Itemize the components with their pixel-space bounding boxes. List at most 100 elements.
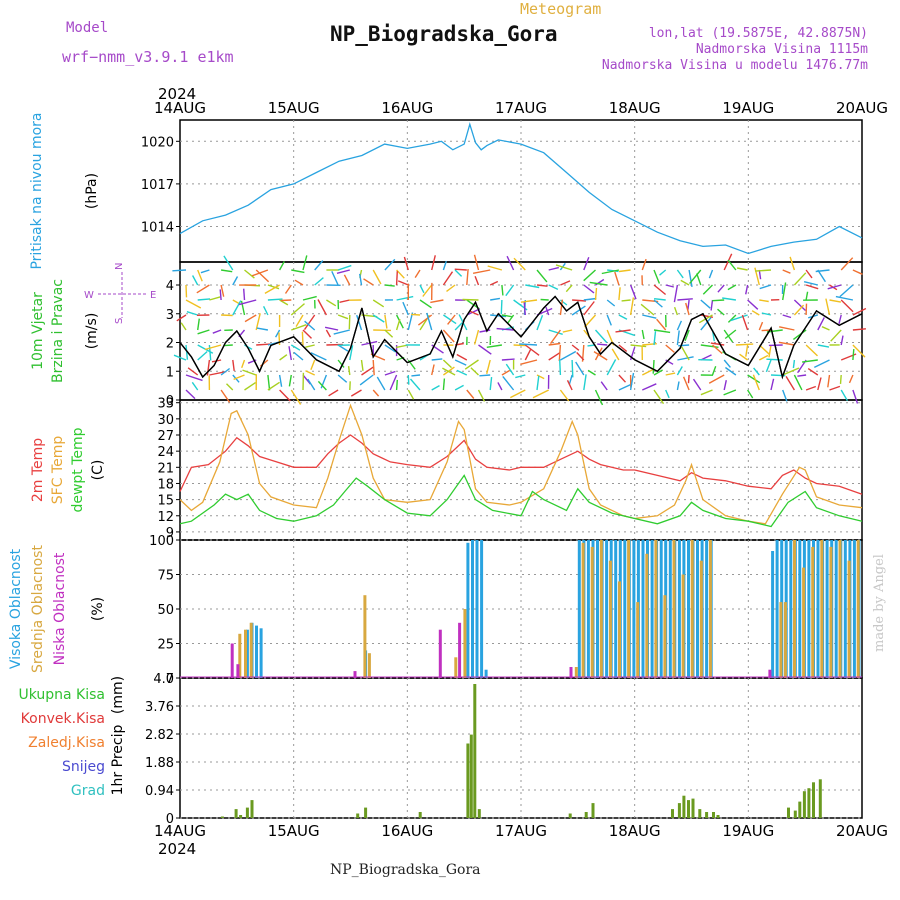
wind-arrow (755, 269, 772, 272)
wind-arrow (196, 284, 210, 294)
wind-arrow (305, 370, 315, 376)
bar-precipitation-0 (793, 810, 797, 818)
wind-arrow (676, 269, 684, 279)
wind-arrow (302, 255, 308, 271)
y-tick-label: 15 (157, 494, 174, 509)
bar-clouds-0 (623, 540, 627, 678)
y-tick-label: 0.94 (145, 784, 174, 799)
wind-arrow (629, 297, 635, 316)
wind-arrow (241, 359, 246, 369)
wind-arrow (519, 343, 538, 346)
wind-arrow (618, 269, 631, 273)
wind-arrow (232, 276, 239, 286)
precip-ylabel: 1hr Precip (110, 725, 126, 796)
wind-arrow (630, 344, 647, 348)
wind-arrow (337, 264, 352, 271)
wind-arrow (255, 313, 261, 331)
wind-arrow (402, 301, 409, 316)
wind-arrow (548, 284, 559, 291)
wind-arrow (500, 299, 503, 315)
wind-arrow (739, 353, 749, 361)
bar-clouds-0 (775, 540, 779, 678)
wind-arrow (267, 298, 283, 301)
bar-precipitation-0 (787, 807, 790, 818)
y-tick-label: 2 (166, 337, 174, 352)
wind-arrow (682, 376, 690, 391)
bar-precipitation-0 (473, 684, 477, 818)
wind-arrow (376, 376, 386, 391)
wind-arrow (197, 298, 211, 301)
wind-arrow (673, 306, 679, 316)
wind-arrow (852, 349, 855, 361)
wind-arrow (681, 346, 690, 361)
wind-arrow (486, 359, 491, 374)
wind-arrow (852, 344, 866, 358)
wind-arrow (469, 310, 479, 316)
x-tick-label-bottom: 17AUG (495, 822, 547, 840)
y-tick-label: 4 (166, 279, 174, 294)
x-tick-label-bottom: 20AUG (836, 822, 888, 840)
wind-arrow (805, 291, 809, 301)
wind-arrow (317, 380, 327, 391)
wind-arrow (758, 321, 764, 331)
wind-unit: (m/s) (84, 313, 100, 350)
wind-arrow (431, 364, 435, 376)
wind-arrow (727, 314, 737, 323)
bar-clouds-0 (614, 540, 618, 678)
wind-arrow (233, 374, 245, 381)
wind-arrow (565, 284, 573, 293)
wind-arrow (442, 271, 454, 286)
bar-clouds-1 (663, 595, 667, 678)
x-tick-label-bottom: 19AUG (722, 822, 774, 840)
bar-precipitation-0 (477, 809, 481, 818)
wind-arrow (606, 314, 612, 326)
wind-arrow (656, 318, 667, 331)
x-tick-label-bottom: 14AUG (154, 822, 206, 840)
wind-arrow (454, 268, 467, 271)
bar-precipitation-0 (466, 743, 470, 818)
wind-arrow (431, 358, 443, 361)
wind-arrow (723, 253, 733, 271)
bar-clouds-0 (255, 625, 258, 678)
wind-arrow (813, 359, 830, 369)
wind-arrow (180, 322, 187, 331)
wind-arrow (835, 295, 854, 301)
wind-arrow (395, 379, 398, 391)
wind-arrow (462, 298, 479, 301)
wind-arrow (397, 280, 409, 286)
y-tick-label: 21 (157, 461, 174, 476)
wind-arrow (641, 258, 647, 271)
x-tick-label-top: 14AUG (154, 99, 206, 117)
bar-clouds-1 (708, 540, 712, 678)
bar-precipitation-0 (712, 812, 715, 818)
wind-arrow (209, 296, 221, 301)
bar-clouds-0 (471, 540, 474, 678)
wind-arrow (540, 298, 549, 301)
wind-arrow (513, 257, 526, 271)
precip-legend-item: Zaledj.Kisa (28, 735, 105, 751)
wind-arrow (583, 257, 590, 271)
bar-clouds-0 (659, 540, 663, 678)
wind-arrow (337, 359, 345, 368)
wind-arrow (653, 284, 667, 296)
wind-arrow (501, 358, 515, 361)
wind-arrow (827, 284, 842, 290)
wind-arrow (562, 329, 573, 333)
wind-arrow (185, 389, 196, 400)
bar-clouds-0 (834, 540, 838, 678)
wind-arrow (219, 289, 222, 301)
wind-arrow (200, 269, 210, 274)
wind-arrow (456, 353, 468, 361)
bar-clouds-0 (245, 629, 249, 678)
bar-clouds-0 (466, 542, 470, 678)
wind-arrow (803, 281, 818, 286)
wind-arrow (479, 329, 491, 333)
bar-precipitation-0 (418, 812, 422, 818)
y-tick-label: 50 (157, 603, 174, 618)
bar-clouds-1 (454, 657, 458, 678)
bar-clouds-1 (829, 546, 833, 678)
wind-arrow (294, 279, 304, 286)
wind-arrow (751, 310, 760, 316)
wind-arrow (251, 269, 269, 277)
bar-precipitation-0 (356, 813, 360, 818)
